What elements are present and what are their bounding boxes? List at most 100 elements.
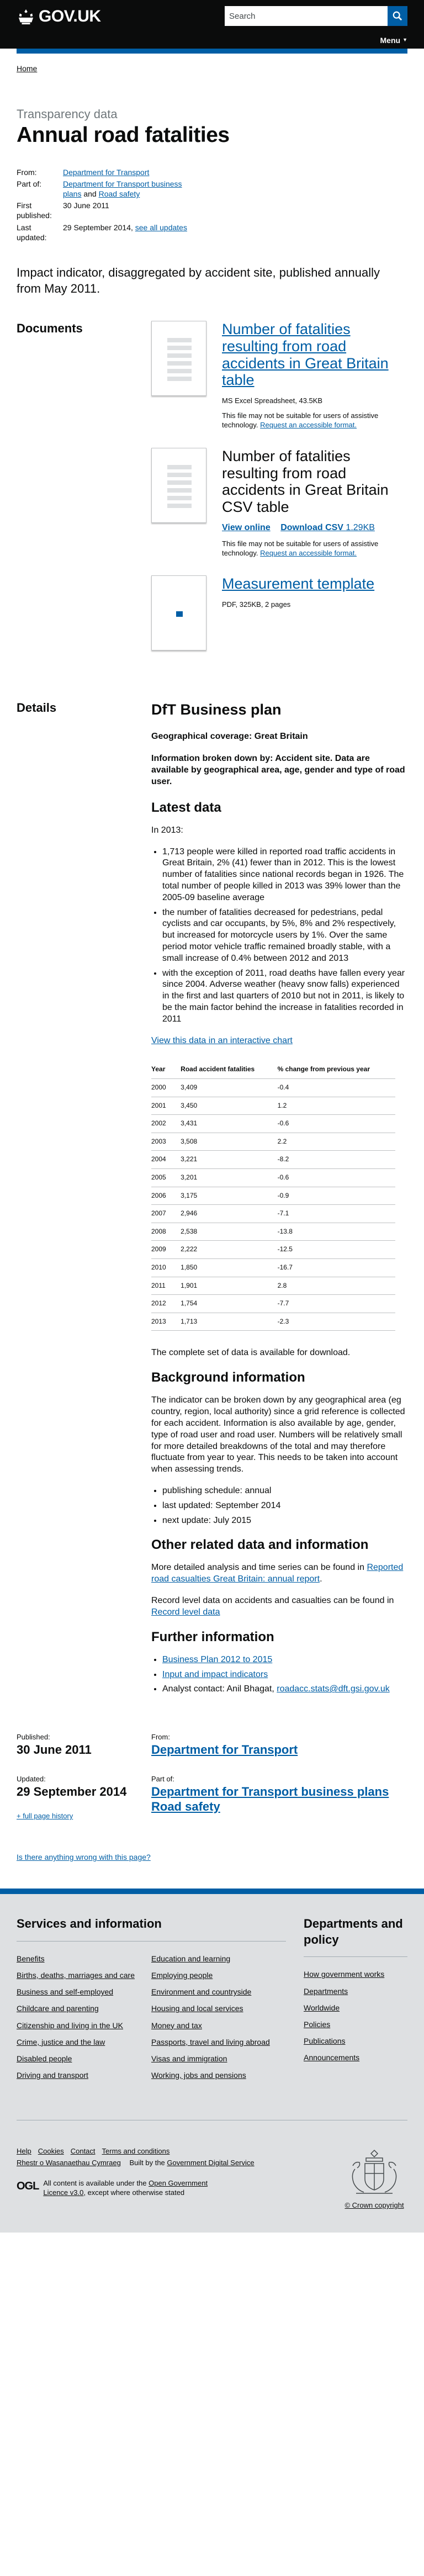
meta-from-label: From: [17, 167, 37, 177]
table-cell-change: -0.9 [277, 1187, 395, 1205]
table-cell-change: -7.7 [277, 1294, 395, 1313]
footer-service-link[interactable]: Money and tax [151, 2020, 202, 2030]
table-cell-fatalities: 3,221 [181, 1150, 278, 1169]
pdf-thumbnail[interactable] [151, 575, 206, 651]
table-cell-fatalities: 1,850 [181, 1258, 278, 1277]
meta-part-of-link-1[interactable]: Department for Transport business plans [63, 179, 182, 199]
analyst-email-link[interactable]: roadacc.stats@dft.gsi.gov.uk [277, 1684, 390, 1694]
part-of-link-2[interactable]: Road safety [151, 1800, 220, 1814]
impact-indicators-link[interactable]: Input and impact indicators [162, 1669, 268, 1679]
csv-thumbnail[interactable] [151, 447, 206, 523]
table-cell-fatalities: 2,222 [181, 1240, 278, 1259]
request-accessible-format-link[interactable]: Request an accessible format. [260, 420, 357, 429]
ogl-text: All content is available under the [43, 2179, 149, 2188]
attachment-title-link[interactable]: Number of fatalities resulting from road… [222, 321, 389, 389]
table-row: 2010 1,850 -16.7 [151, 1258, 395, 1277]
chevron-down-icon: ▼ [402, 37, 407, 43]
footer-service-link[interactable]: Crime, justice and the law [17, 2037, 105, 2046]
footer-service-link[interactable]: Driving and transport [17, 2071, 88, 2080]
footer-department-link[interactable]: Departments [304, 1986, 348, 1996]
meta-part-of-link-2[interactable]: Road safety [98, 189, 140, 199]
see-all-updates-link[interactable]: see all updates [135, 223, 187, 232]
attachment-title-link[interactable]: Measurement template [222, 575, 375, 593]
footer-service-link[interactable]: Education and learning [151, 1954, 231, 1963]
crown-copyright-link[interactable]: © Crown copyright [344, 2201, 404, 2210]
footer-department-link[interactable]: Publications [304, 2037, 346, 2046]
business-plan-link[interactable]: Business Plan 2012 to 2015 [162, 1654, 273, 1664]
site-footer: Services and information Benefits Births,… [0, 1889, 424, 2233]
footer-service-link[interactable]: Citizenship and living in the UK [17, 2020, 123, 2030]
view-online-link[interactable]: View online [222, 522, 271, 532]
table-cell-change: -0.4 [277, 1078, 395, 1097]
govuk-logo-link[interactable]: GOV.UK [17, 6, 101, 27]
footer-service-link[interactable]: Childcare and parenting [17, 2004, 99, 2013]
table-cell-year: 2005 [151, 1168, 181, 1187]
footer-service-link[interactable]: Environment and countryside [151, 1987, 252, 1997]
menu-toggle[interactable]: Menu ▼ [380, 35, 407, 45]
analyst-contact-label: Analyst contact: Anil Bhagat, [162, 1684, 277, 1694]
footer-service-link[interactable]: Benefits [17, 1954, 45, 1963]
search-input[interactable] [225, 6, 388, 26]
footer-service-link[interactable]: Working, jobs and pensions [151, 2071, 246, 2080]
from-org-link[interactable]: Department for Transport [151, 1743, 298, 1757]
annual-report-link[interactable]: Reported road casualties Great Britain: … [151, 1563, 404, 1584]
publication-info: Published: 30 June 2011 From: Department… [17, 1733, 407, 1821]
request-accessible-format-link[interactable]: Request an accessible format. [260, 548, 357, 557]
table-cell-year: 2003 [151, 1133, 181, 1151]
list-item: Input and impact indicators [162, 1669, 407, 1681]
table-cell-fatalities: 3,201 [181, 1168, 278, 1187]
welsh-services-link[interactable]: Rhestr o Wasanaethau Cymraeg [17, 2159, 121, 2167]
table-cell-year: 2011 [151, 1277, 181, 1295]
full-page-history-link[interactable]: + full page history [17, 1812, 73, 1821]
footer-service-link[interactable]: Business and self-employed [17, 1987, 114, 1997]
table-cell-change: -7.1 [277, 1204, 395, 1223]
ogl-text-end: , except where otherwise stated [83, 2188, 185, 2197]
report-problem-link[interactable]: Is there anything wrong with this page? [17, 1853, 151, 1862]
departments-column: Departments and policy How government wo… [304, 1916, 407, 2087]
meta-part-of-label: Part of: [17, 179, 42, 188]
table-cell-year: 2007 [151, 1204, 181, 1223]
table-row: 2008 2,538 -13.8 [151, 1223, 395, 1241]
ogl-link[interactable]: Open Government Licence v3.0 [43, 2179, 208, 2197]
table-cell-year: 2002 [151, 1114, 181, 1133]
spreadsheet-thumbnail[interactable] [151, 321, 206, 396]
footer-service-link[interactable]: Disabled people [17, 2054, 72, 2064]
breadcrumb: Home [0, 54, 424, 73]
table-cell-year: 2009 [151, 1240, 181, 1259]
documents-section: Documents Number of fatalities resulting… [17, 321, 407, 651]
meta-from-link[interactable]: Department for Transport [63, 167, 150, 177]
gds-link[interactable]: Government Digital Service [167, 2159, 255, 2167]
table-cell-change: -12.5 [277, 1240, 395, 1259]
breadcrumb-home-link[interactable]: Home [17, 64, 38, 73]
table-cell-year: 2001 [151, 1097, 181, 1115]
table-row: 2012 1,754 -7.7 [151, 1294, 395, 1313]
footer-service-link[interactable]: Employing people [151, 1971, 213, 1980]
updated-date: 29 September 2014 [17, 1784, 127, 1799]
interactive-chart-link[interactable]: View this data in an interactive chart [151, 1035, 293, 1045]
list-item: Analyst contact: Anil Bhagat, roadacc.st… [162, 1684, 407, 1695]
download-csv-link[interactable]: Download CSV 1.29KB [280, 523, 375, 532]
footer-meta-link[interactable]: Contact [70, 2147, 96, 2156]
footer-meta-link[interactable]: Help [17, 2147, 31, 2156]
table-cell-fatalities: 2,538 [181, 1223, 278, 1241]
footer-service-link[interactable]: Passports, travel and living abroad [151, 2037, 270, 2046]
header-bar [0, 49, 424, 54]
attachment-meta: MS Excel Spreadsheet, 43.5KB [222, 396, 323, 405]
footer-department-link[interactable]: Worldwide [304, 2003, 340, 2012]
search-button[interactable] [388, 6, 407, 26]
table-cell-change: -16.7 [277, 1258, 395, 1277]
footer-meta-link[interactable]: Cookies [38, 2147, 64, 2156]
footer-service-link[interactable]: Births, deaths, marriages and care [17, 1971, 135, 1980]
footer-meta-link[interactable]: Terms and conditions [102, 2147, 170, 2156]
licence: OGL All content is available under the O… [17, 2179, 255, 2198]
footer-department-link[interactable]: How government works [304, 1970, 385, 1979]
part-of-link-1[interactable]: Department for Transport business plans [151, 1784, 389, 1799]
footer-department-link[interactable]: Announcements [304, 2053, 360, 2062]
published-label: Published: [17, 1733, 50, 1742]
footer-service-link[interactable]: Housing and local services [151, 2004, 243, 2013]
attachment: Number of fatalities resulting from road… [151, 447, 407, 558]
footer-department-link[interactable]: Policies [304, 2020, 331, 2029]
record-level-data-link[interactable]: Record level data [151, 1607, 220, 1617]
footer-service-link[interactable]: Visas and immigration [151, 2054, 227, 2064]
departments-heading: Departments and policy [304, 1916, 407, 1958]
